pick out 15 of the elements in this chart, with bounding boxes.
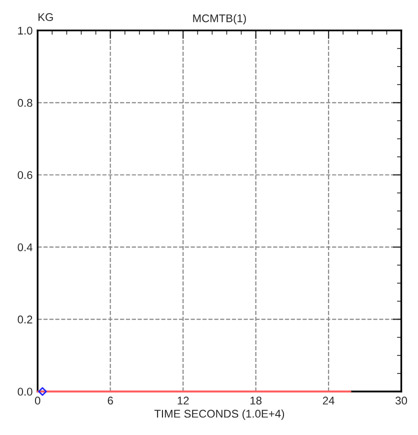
x-tick-label: 12 <box>178 396 189 404</box>
chart-title: MCMTB(1) <box>193 14 246 24</box>
x-tick-label: 24 <box>322 396 334 404</box>
y-tick-label: 0.4 <box>18 243 32 252</box>
y-axis-title: KG <box>38 13 53 22</box>
x-tick-label: 6 <box>108 396 113 405</box>
y-tick-label: 0.6 <box>18 171 32 180</box>
x-tick-label: 18 <box>250 396 262 405</box>
y-tick-label: 0.0 <box>18 388 32 396</box>
x-tick-label: 30 <box>396 396 408 405</box>
y-tick-label: 0.8 <box>18 98 32 107</box>
y-tick-label: 1.0 <box>18 26 32 35</box>
x-tick-label: 0 <box>34 396 40 405</box>
y-tick-label: 0.2 <box>18 316 32 324</box>
x-axis-title: TIME SECONDS (1.0E+4) <box>154 409 284 420</box>
